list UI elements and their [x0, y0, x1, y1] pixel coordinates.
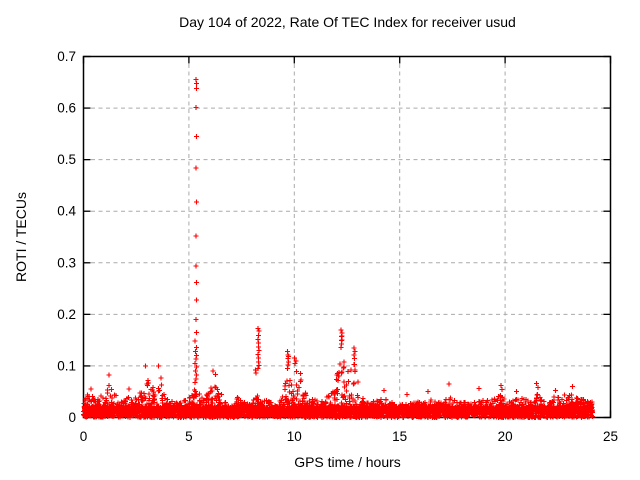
- y-tick-label: 0.6: [57, 101, 76, 116]
- x-axis-label: GPS time / hours: [294, 454, 401, 470]
- axis-ticks: [82, 55, 612, 419]
- y-tick-label: 0: [68, 410, 76, 425]
- y-tick-label: 0.1: [57, 358, 76, 373]
- chart-title: Day 104 of 2022, Rate Of TEC Index for r…: [179, 14, 516, 30]
- grid-lines: [83, 56, 611, 418]
- y-tick-label: 0.3: [57, 255, 76, 270]
- plot-border: [82, 55, 612, 419]
- x-tick-label: 0: [80, 429, 88, 444]
- x-tick-label: 5: [185, 429, 193, 444]
- x-tick-label: 25: [603, 429, 618, 444]
- x-tick-label: 15: [392, 429, 407, 444]
- x-tick-label: 10: [287, 429, 302, 444]
- data-points: [81, 77, 595, 420]
- y-tick-label: 0.4: [57, 204, 76, 219]
- roti-scatter-markers: [81, 77, 595, 420]
- y-tick-label: 0.2: [57, 307, 76, 322]
- y-tick-label: 0.7: [57, 49, 76, 64]
- y-tick-label: 0.5: [57, 152, 76, 167]
- x-tick-label: 20: [498, 429, 513, 444]
- tick-labels: 0 5 10 15 20 25 0 0.1 0.2 0.3 0.4 0.5 0.6 0.7: [57, 49, 618, 444]
